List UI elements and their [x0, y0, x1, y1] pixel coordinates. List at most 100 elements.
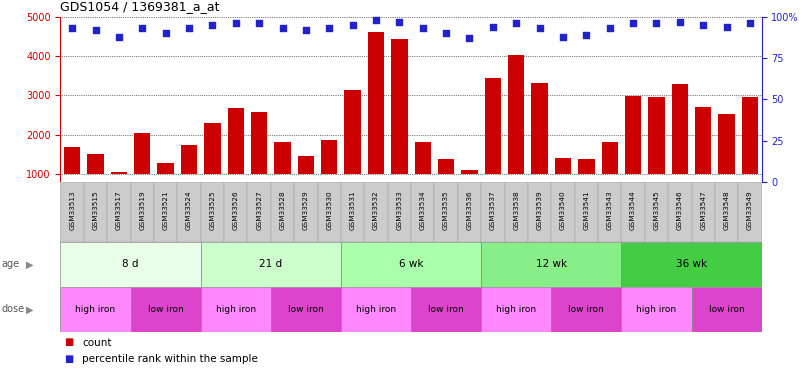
Text: GSM33517: GSM33517 [116, 191, 122, 231]
Text: GSM33528: GSM33528 [280, 191, 285, 231]
Text: GSM33531: GSM33531 [350, 191, 355, 231]
Point [439, 30, 452, 36]
Text: 36 wk: 36 wk [676, 260, 707, 269]
Bar [131, 287, 201, 332]
Bar [738, 182, 762, 242]
Text: GSM33535: GSM33535 [443, 191, 449, 231]
Point [229, 21, 242, 27]
Bar [60, 287, 131, 332]
Bar [484, 78, 501, 174]
Point [159, 30, 172, 36]
Text: 8 d: 8 d [123, 260, 139, 269]
Bar [321, 140, 338, 174]
Bar [388, 182, 411, 242]
Bar [575, 182, 598, 242]
Bar [157, 163, 174, 174]
Bar [718, 114, 735, 174]
Point [135, 26, 148, 32]
Point [65, 26, 78, 32]
Point [743, 21, 756, 27]
Text: dose: dose [2, 304, 25, 314]
Bar [551, 287, 621, 332]
Bar [87, 154, 104, 174]
Text: GSM33543: GSM33543 [607, 191, 613, 231]
Bar [601, 142, 618, 174]
Bar [411, 182, 434, 242]
Point [89, 27, 102, 33]
Text: high iron: high iron [496, 305, 536, 314]
Bar [391, 39, 408, 174]
Point [626, 21, 639, 27]
Bar [598, 182, 621, 242]
Text: GSM33537: GSM33537 [490, 191, 496, 231]
Text: 21 d: 21 d [260, 260, 282, 269]
Point [182, 26, 195, 32]
Bar [341, 242, 481, 287]
Point [369, 17, 382, 23]
Bar [64, 147, 81, 174]
Point [393, 19, 405, 25]
Text: GSM33544: GSM33544 [630, 191, 636, 231]
Point [533, 26, 546, 32]
Point [252, 21, 265, 27]
Text: GSM33525: GSM33525 [210, 191, 215, 231]
Bar [505, 182, 528, 242]
Text: 6 wk: 6 wk [399, 260, 423, 269]
Text: GSM33515: GSM33515 [93, 191, 98, 231]
Bar [481, 287, 551, 332]
Text: high iron: high iron [76, 305, 115, 314]
Text: GSM33546: GSM33546 [677, 191, 683, 231]
Text: GSM33548: GSM33548 [724, 191, 729, 231]
Bar [364, 182, 388, 242]
Bar [528, 182, 551, 242]
Point [486, 24, 499, 30]
Bar [204, 123, 221, 174]
Text: GSM33526: GSM33526 [233, 191, 239, 231]
Bar [251, 112, 268, 174]
Text: GSM33533: GSM33533 [397, 191, 402, 231]
Text: GSM33545: GSM33545 [654, 191, 659, 231]
Point [463, 35, 476, 41]
Text: GSM33536: GSM33536 [467, 191, 472, 231]
Text: GDS1054 / 1369381_a_at: GDS1054 / 1369381_a_at [60, 0, 220, 13]
Text: ■: ■ [64, 338, 73, 348]
Bar [458, 182, 481, 242]
Point [580, 32, 592, 38]
Point [276, 26, 289, 32]
Bar [341, 182, 364, 242]
Bar [224, 182, 247, 242]
Point [346, 22, 359, 28]
Bar [695, 107, 712, 174]
Bar [742, 97, 758, 174]
Text: high iron: high iron [356, 305, 396, 314]
Bar [177, 182, 201, 242]
Bar [344, 90, 361, 174]
Bar [438, 159, 455, 174]
Bar [318, 182, 341, 242]
Bar [434, 182, 458, 242]
Bar [578, 159, 595, 174]
Bar [271, 182, 294, 242]
Text: GSM33538: GSM33538 [513, 191, 519, 231]
Point [650, 21, 663, 27]
Text: 12 wk: 12 wk [536, 260, 567, 269]
Text: percentile rank within the sample: percentile rank within the sample [82, 354, 258, 364]
Text: high iron: high iron [216, 305, 256, 314]
Text: low iron: low iron [147, 305, 184, 314]
Point [112, 34, 125, 40]
Bar [671, 84, 688, 174]
Text: GSM33519: GSM33519 [139, 191, 145, 231]
Text: GSM33541: GSM33541 [584, 191, 589, 231]
Text: high iron: high iron [637, 305, 676, 314]
Text: low iron: low iron [428, 305, 464, 314]
Text: ■: ■ [64, 354, 73, 364]
Text: low iron: low iron [568, 305, 604, 314]
Bar [531, 83, 548, 174]
Bar [692, 182, 715, 242]
Text: low iron: low iron [708, 305, 745, 314]
Text: GSM33549: GSM33549 [747, 191, 753, 231]
Bar [461, 170, 478, 174]
Bar [110, 172, 127, 174]
Bar [274, 142, 291, 174]
Bar [181, 144, 197, 174]
